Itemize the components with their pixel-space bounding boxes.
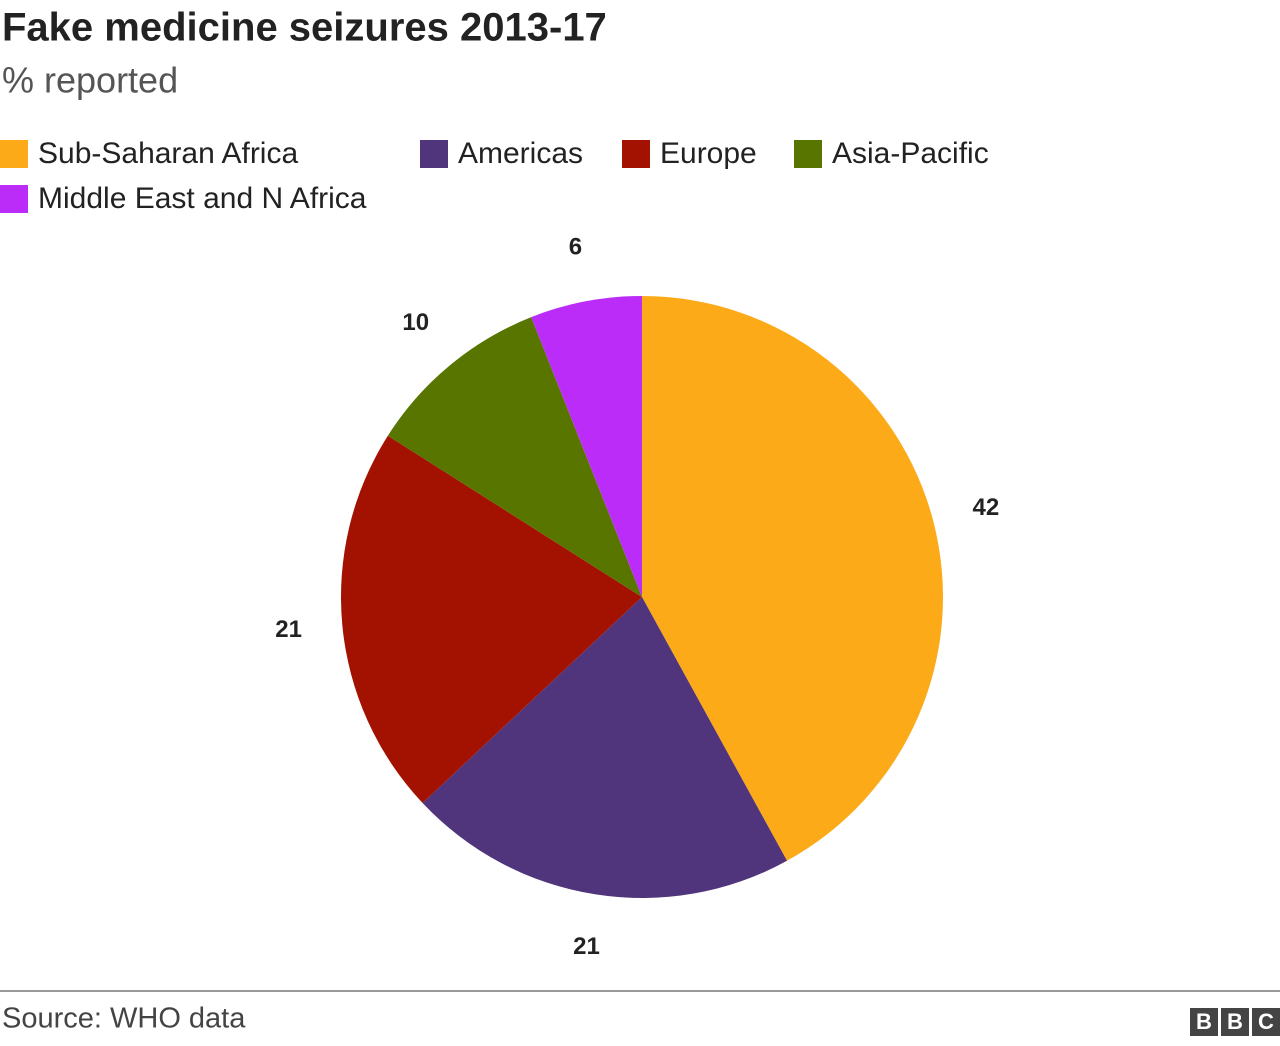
pie-slice <box>341 435 642 804</box>
legend-label: Middle East and N Africa <box>38 182 367 215</box>
data-label: 21 <box>275 616 302 643</box>
legend-label: Americas <box>458 137 583 170</box>
legend-swatch <box>622 140 650 168</box>
data-label: 10 <box>402 309 429 336</box>
legend-label: Europe <box>660 137 757 170</box>
legend-swatch <box>420 140 448 168</box>
legend-swatch <box>0 140 28 168</box>
legend-label: Asia-Pacific <box>832 137 989 170</box>
legend-label: Sub-Saharan Africa <box>38 137 298 170</box>
logo-box <box>1252 1008 1280 1036</box>
pie-slice <box>387 317 642 597</box>
data-label: 6 <box>569 234 582 261</box>
pie-slice <box>642 296 943 861</box>
pie-slice <box>422 597 788 899</box>
legend-swatch <box>794 140 822 168</box>
data-label: 42 <box>972 494 999 521</box>
pie-slice <box>531 296 642 597</box>
legend-swatch <box>0 185 28 213</box>
logo-box <box>1221 1008 1249 1036</box>
logo-letter: C <box>1258 1009 1274 1034</box>
chart-subtitle: % reported <box>2 60 178 101</box>
logo-letter: B <box>1196 1009 1212 1034</box>
logo-letter: B <box>1227 1009 1243 1034</box>
source: Source: WHO data <box>2 1003 246 1035</box>
logo-box <box>1190 1008 1218 1036</box>
chart-title: Fake medicine seizures 2013-17 <box>2 6 607 50</box>
data-label: 21 <box>573 933 600 960</box>
